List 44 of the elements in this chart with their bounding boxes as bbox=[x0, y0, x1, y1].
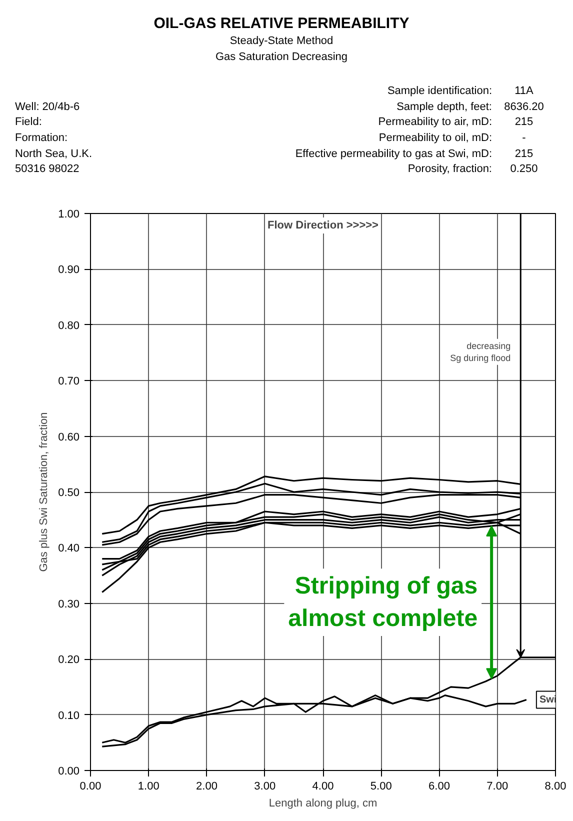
y-tick-label: 0.40 bbox=[58, 542, 80, 555]
y-axis-title: Gas plus Swi Saturation, fraction bbox=[38, 412, 50, 572]
text: 0.250 bbox=[509, 162, 539, 178]
x-tick-label: 4.00 bbox=[312, 780, 334, 792]
y-tick-label: 0.70 bbox=[58, 376, 80, 388]
chart-subtitle: Steady-State Method Gas Saturation Decreasing bbox=[214, 34, 349, 66]
annotation: decreasing Sg during flood bbox=[450, 340, 511, 363]
y-tick-label: 0.50 bbox=[58, 487, 80, 499]
y-tick-label: 0.00 bbox=[58, 766, 80, 778]
x-tick-label: 0.00 bbox=[80, 780, 102, 792]
text: - bbox=[521, 130, 527, 146]
x-tick-label: 7.00 bbox=[486, 780, 508, 792]
text: Formation: bbox=[15, 130, 69, 146]
text: Well: 20/4b-6 bbox=[15, 100, 81, 115]
text: Effective permeability to gas at Swi, mD: bbox=[294, 146, 493, 162]
x-tick-label: 1.00 bbox=[138, 780, 160, 792]
text: North Sea, U.K. bbox=[15, 146, 94, 162]
y-tick-label: 0.30 bbox=[58, 598, 80, 610]
y-tick-label: 0.90 bbox=[58, 264, 80, 276]
text: Sample depth, feet: bbox=[396, 100, 493, 115]
y-tick-label: 0.10 bbox=[58, 710, 80, 722]
x-tick-label: 2.00 bbox=[196, 780, 218, 792]
text: 11A bbox=[514, 84, 534, 99]
x-tick-label: 5.00 bbox=[370, 780, 392, 792]
text: Permeability to air, mD: bbox=[377, 115, 493, 130]
annotation: Stripping of gas almost complete bbox=[288, 572, 478, 632]
text: Permeability to oil, mD: bbox=[378, 130, 493, 146]
text: 50316 98022 bbox=[15, 162, 80, 178]
text: Porosity, fraction: bbox=[406, 162, 493, 178]
x-tick-label: 6.00 bbox=[428, 780, 450, 792]
text: 215 bbox=[514, 115, 534, 130]
chart-title: OIL-GAS RELATIVE PERMEABILITY bbox=[152, 14, 410, 34]
y-tick-label: 0.20 bbox=[58, 654, 80, 666]
annotation: Flow Direction >>>>> bbox=[268, 220, 378, 232]
text: Sample identification: bbox=[386, 84, 493, 99]
text: 215 bbox=[514, 146, 534, 162]
y-tick-label: 1.00 bbox=[58, 208, 80, 220]
x-axis-title: Length along plug, cm bbox=[268, 798, 378, 810]
y-tick-label: 0.80 bbox=[58, 320, 80, 332]
x-tick-label: 8.00 bbox=[544, 780, 566, 792]
y-tick-label: 0.60 bbox=[58, 431, 80, 444]
x-tick-label: 3.00 bbox=[254, 780, 276, 792]
text: 8636.20 bbox=[503, 100, 545, 115]
text: Field: bbox=[15, 115, 43, 130]
